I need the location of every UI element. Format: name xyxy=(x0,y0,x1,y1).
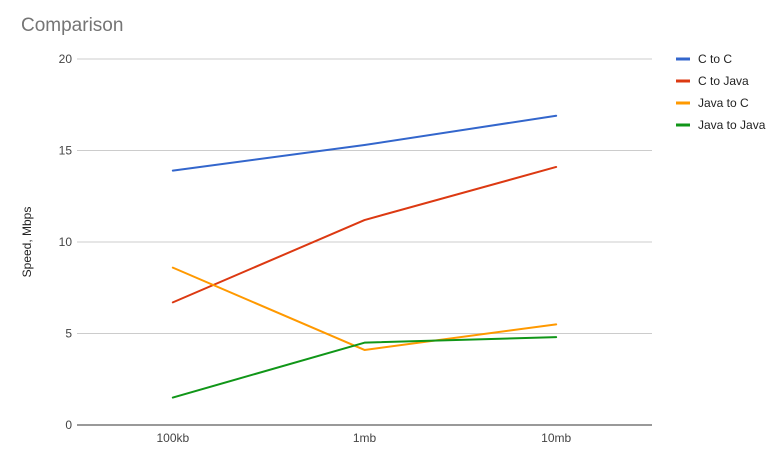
legend-label: Java to C xyxy=(698,96,749,110)
chart-title: Comparison xyxy=(21,15,124,36)
x-tick-label: 100kb xyxy=(156,431,189,445)
y-tick-label: 10 xyxy=(59,235,73,249)
series-line xyxy=(171,114,558,172)
series-line xyxy=(171,165,558,304)
y-tick-label: 20 xyxy=(59,52,73,66)
y-tick-label: 15 xyxy=(59,144,73,158)
legend-label: C to C xyxy=(698,52,732,66)
y-tick-label: 0 xyxy=(65,418,72,432)
x-tick-label: 10mb xyxy=(541,431,571,445)
series-line xyxy=(171,336,558,399)
y-tick-label: 5 xyxy=(65,327,72,341)
x-tick-label: 1mb xyxy=(353,431,377,445)
y-axis-title: Speed, Mbps xyxy=(20,207,34,278)
series-line xyxy=(171,266,558,351)
legend-label: C to Java xyxy=(698,74,749,88)
legend-label: Java to Java xyxy=(698,118,766,132)
